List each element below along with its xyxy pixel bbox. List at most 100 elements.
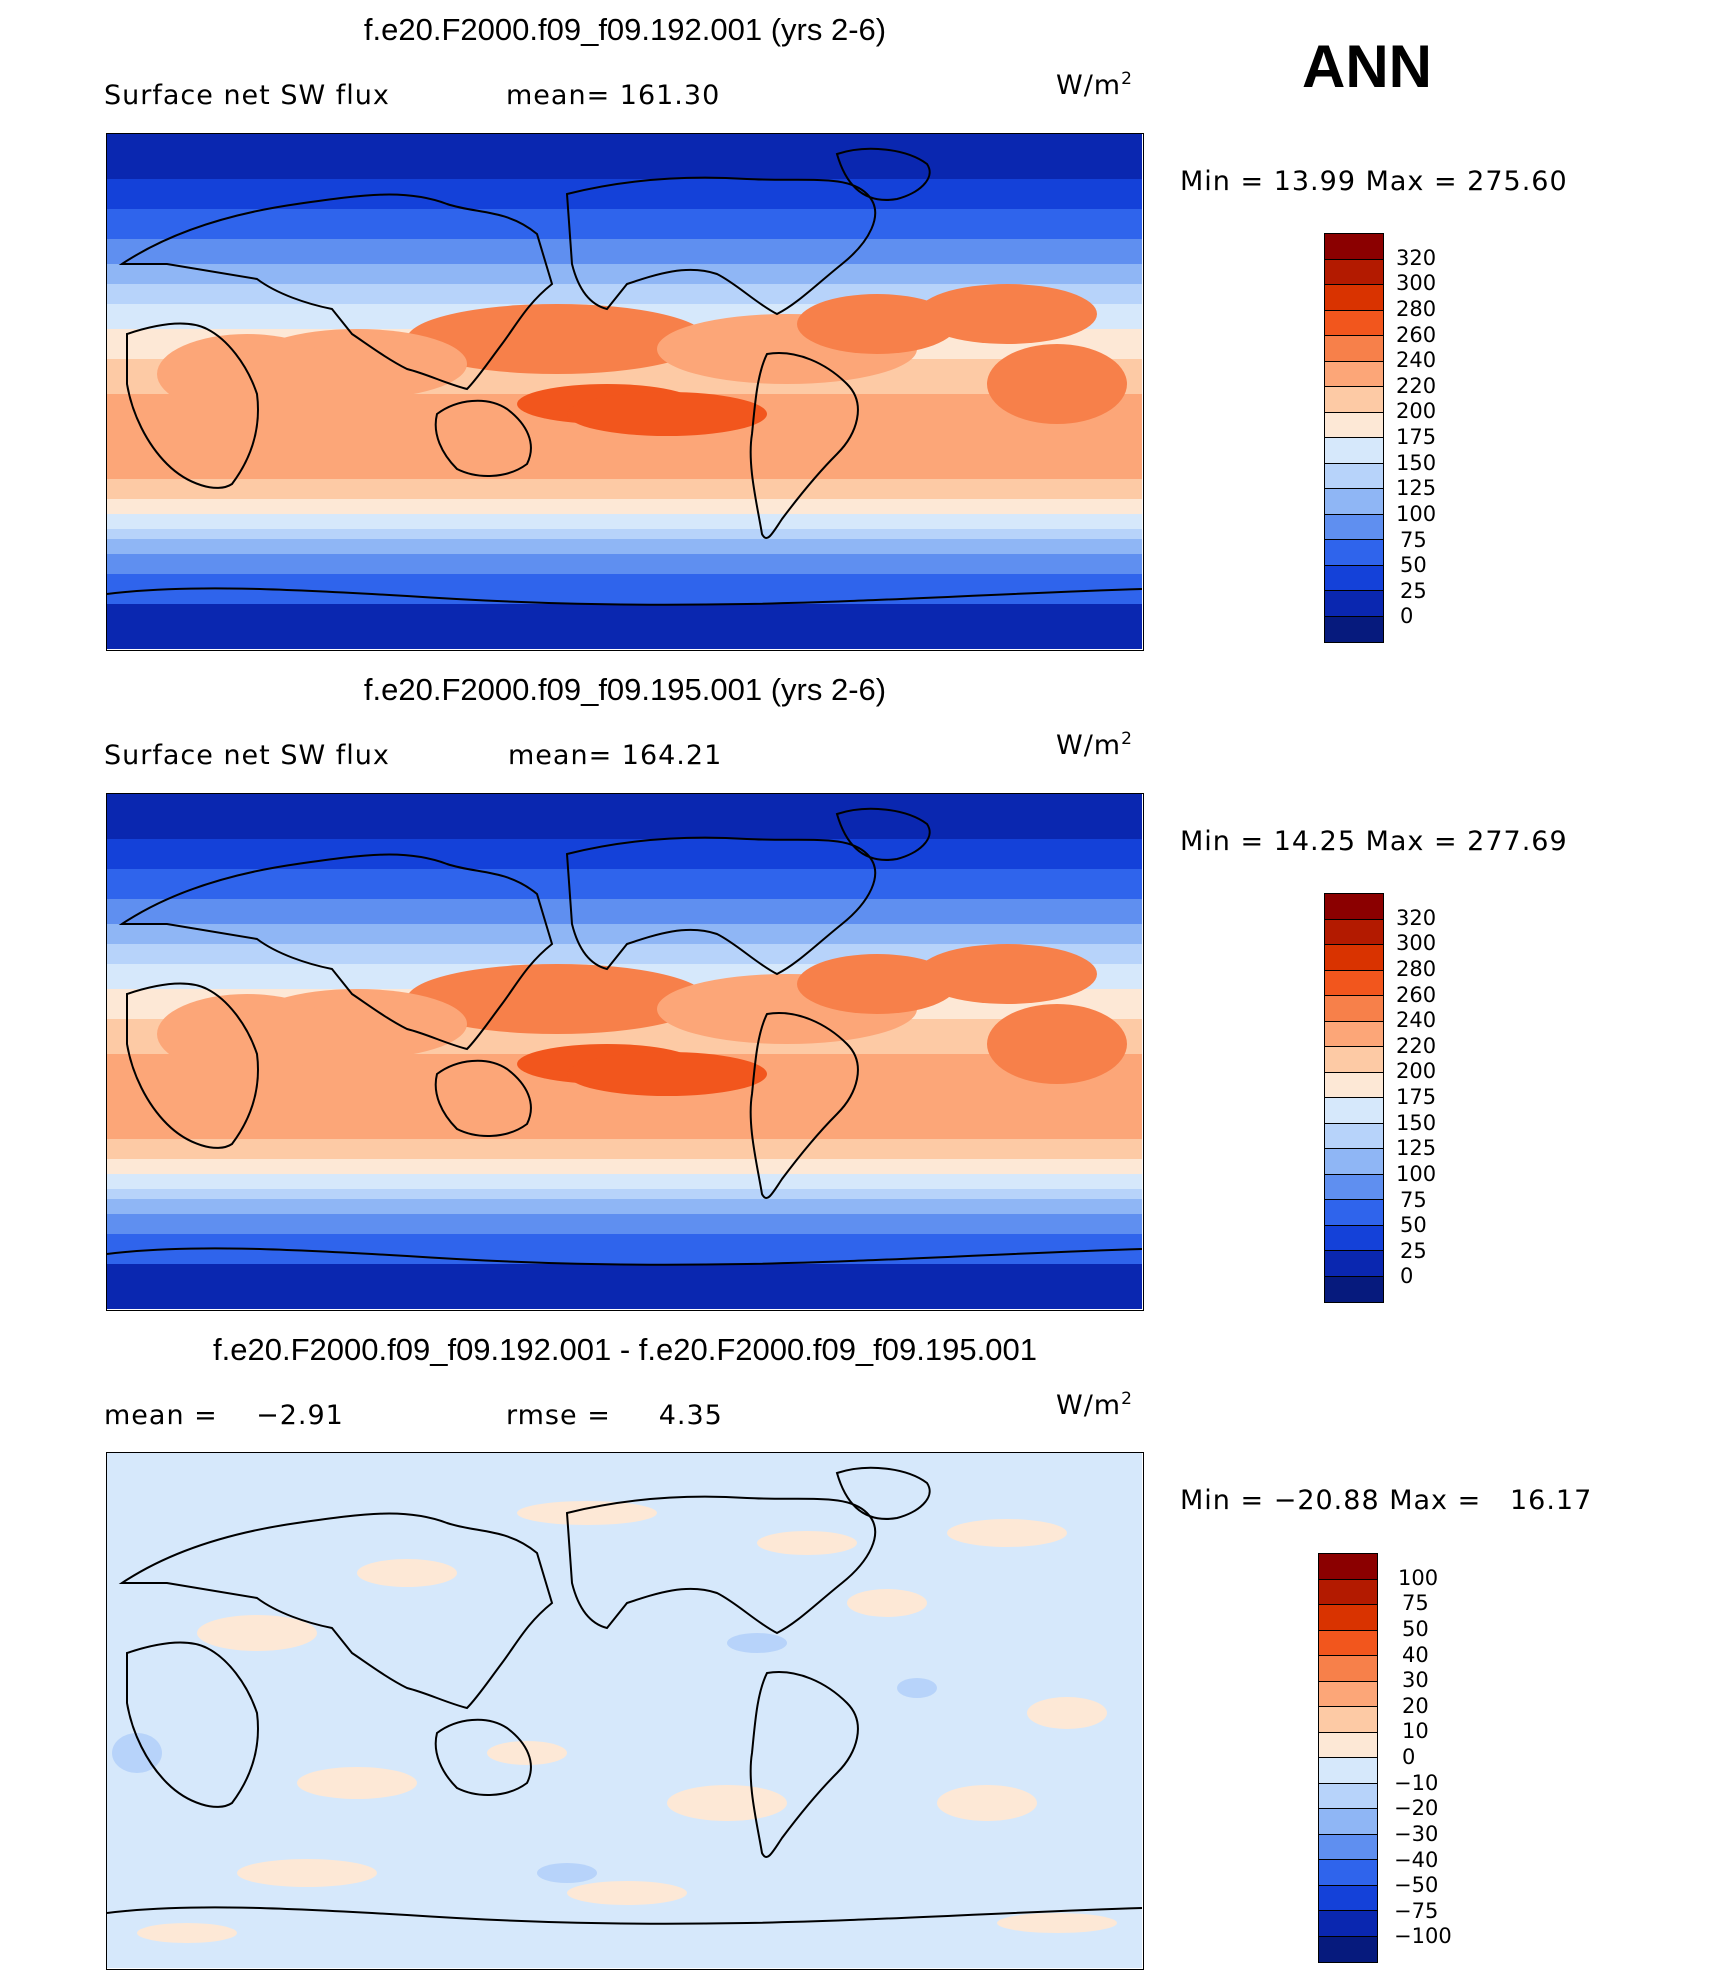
panel-3-colorbar bbox=[1318, 1553, 1378, 1963]
colorbar-label: 125 bbox=[1396, 1136, 1437, 1161]
colorbar-label: −75 bbox=[1394, 1898, 1439, 1923]
colorbar-label: 10 bbox=[1402, 1719, 1429, 1744]
flux-band bbox=[107, 1214, 1142, 1234]
flux-maximum bbox=[797, 954, 957, 1014]
colorbar-swatch bbox=[1319, 1911, 1377, 1937]
panel-3-title: f.e20.F2000.f09_f09.192.001 - f.e20.F200… bbox=[213, 1332, 1037, 1367]
colorbar-swatch bbox=[1325, 259, 1383, 285]
coastline bbox=[749, 352, 859, 539]
panel-3-mean-label: mean = −2.91 bbox=[104, 1400, 344, 1431]
colorbar-swatch bbox=[1325, 1072, 1383, 1098]
flux-band bbox=[107, 239, 1142, 264]
panel-2-minmax: Min = 14.25 Max = 277.69 bbox=[1180, 826, 1568, 857]
colorbar-label: 50 bbox=[1400, 1213, 1427, 1238]
panel-1-variable-label: Surface net SW flux bbox=[104, 80, 390, 111]
panel-3-map bbox=[106, 1452, 1144, 1970]
colorbar-swatch bbox=[1319, 1860, 1377, 1886]
colorbar-swatch bbox=[1325, 1149, 1383, 1175]
colorbar-swatch bbox=[1319, 1656, 1377, 1682]
colorbar-label: 200 bbox=[1396, 1059, 1437, 1084]
difference-negative-patch bbox=[537, 1863, 597, 1883]
colorbar-swatch bbox=[1325, 1098, 1383, 1124]
colorbar-label: 150 bbox=[1396, 450, 1437, 475]
colorbar-label: 150 bbox=[1396, 1110, 1437, 1135]
colorbar-label: 125 bbox=[1396, 476, 1437, 501]
panel-2-title: f.e20.F2000.f09_f09.195.001 (yrs 2-6) bbox=[363, 672, 887, 707]
colorbar-swatch bbox=[1325, 463, 1383, 489]
colorbar-label: 40 bbox=[1402, 1642, 1429, 1667]
panel-1-mean-label: mean= 161.30 bbox=[506, 80, 721, 111]
difference-positive-patch bbox=[297, 1767, 417, 1799]
coastline bbox=[434, 1718, 532, 1796]
flux-band bbox=[107, 839, 1142, 869]
panel-1-units-exp: 2 bbox=[1121, 69, 1133, 89]
difference-positive-patch bbox=[937, 1785, 1037, 1821]
panel-2-variable-label: Surface net SW flux bbox=[104, 740, 390, 771]
colorbar-swatch bbox=[1325, 514, 1383, 540]
coastline bbox=[565, 836, 877, 976]
panel-2-units: W/m2 bbox=[1056, 730, 1133, 761]
colorbar-label: 75 bbox=[1400, 1187, 1427, 1212]
panel-1-title: f.e20.F2000.f09_f09.192.001 (yrs 2-6) bbox=[363, 12, 887, 47]
colorbar-swatch bbox=[1325, 489, 1383, 515]
flux-band bbox=[107, 209, 1142, 239]
flux-band bbox=[107, 554, 1142, 574]
colorbar-swatch bbox=[1319, 1732, 1377, 1758]
colorbar-label: 320 bbox=[1396, 905, 1437, 930]
colorbar-swatch bbox=[1319, 1885, 1377, 1911]
colorbar-label: −40 bbox=[1394, 1847, 1439, 1872]
flux-maximum bbox=[987, 344, 1127, 424]
flux-band bbox=[107, 1189, 1142, 1199]
colorbar-swatch bbox=[1319, 1834, 1377, 1860]
coastline bbox=[835, 1466, 931, 1520]
flux-maximum bbox=[917, 944, 1097, 1004]
colorbar-swatch bbox=[1325, 996, 1383, 1022]
colorbar-label: 30 bbox=[1402, 1668, 1429, 1693]
flux-band bbox=[107, 869, 1142, 899]
colorbar-swatch bbox=[1325, 285, 1383, 311]
difference-positive-patch bbox=[997, 1913, 1117, 1933]
panel-2-map bbox=[106, 793, 1144, 1311]
colorbar-swatch bbox=[1325, 591, 1383, 617]
flux-band bbox=[107, 514, 1142, 529]
flux-band bbox=[107, 134, 1142, 179]
colorbar-swatch bbox=[1325, 919, 1383, 945]
difference-positive-patch bbox=[667, 1785, 787, 1821]
coastline bbox=[107, 1906, 1142, 1925]
colorbar-label: 175 bbox=[1396, 425, 1437, 449]
difference-positive-patch bbox=[1027, 1697, 1107, 1729]
colorbar-label: 220 bbox=[1396, 373, 1437, 398]
coastline bbox=[434, 399, 532, 477]
coastline bbox=[118, 853, 554, 1051]
colorbar-swatch bbox=[1325, 616, 1383, 642]
colorbar-swatch bbox=[1319, 1809, 1377, 1835]
flux-band bbox=[107, 479, 1142, 499]
flux-band bbox=[107, 899, 1142, 924]
colorbar-label: 280 bbox=[1396, 296, 1437, 321]
colorbar-label: 260 bbox=[1396, 982, 1437, 1007]
colorbar-label: 300 bbox=[1396, 931, 1437, 956]
colorbar-label: 75 bbox=[1400, 527, 1427, 552]
colorbar-swatch bbox=[1325, 1174, 1383, 1200]
panel-1-units: W/m2 bbox=[1056, 70, 1133, 101]
colorbar-label: 260 bbox=[1396, 322, 1437, 347]
coastline bbox=[434, 1059, 532, 1137]
colorbar-swatch bbox=[1319, 1681, 1377, 1707]
colorbar-swatch bbox=[1325, 438, 1383, 464]
panel-3-minmax: Min = −20.88 Max = 16.17 bbox=[1180, 1485, 1593, 1516]
colorbar-label: −30 bbox=[1394, 1821, 1439, 1846]
panel-3-rmse-label: rmse = 4.35 bbox=[506, 1400, 723, 1431]
difference-positive-patch bbox=[137, 1923, 237, 1943]
colorbar-swatch bbox=[1325, 894, 1383, 920]
panel-1-minmax: Min = 13.99 Max = 275.60 bbox=[1180, 166, 1568, 197]
difference-positive-patch bbox=[847, 1589, 927, 1617]
colorbar-swatch bbox=[1319, 1758, 1377, 1784]
flux-band bbox=[107, 499, 1142, 514]
difference-negative-patch bbox=[897, 1678, 937, 1698]
colorbar-swatch bbox=[1325, 945, 1383, 971]
coastline bbox=[126, 322, 259, 489]
colorbar-swatch bbox=[1319, 1630, 1377, 1656]
colorbar-swatch bbox=[1319, 1936, 1377, 1962]
colorbar-label: 75 bbox=[1402, 1591, 1429, 1616]
colorbar-label: 320 bbox=[1396, 245, 1437, 270]
